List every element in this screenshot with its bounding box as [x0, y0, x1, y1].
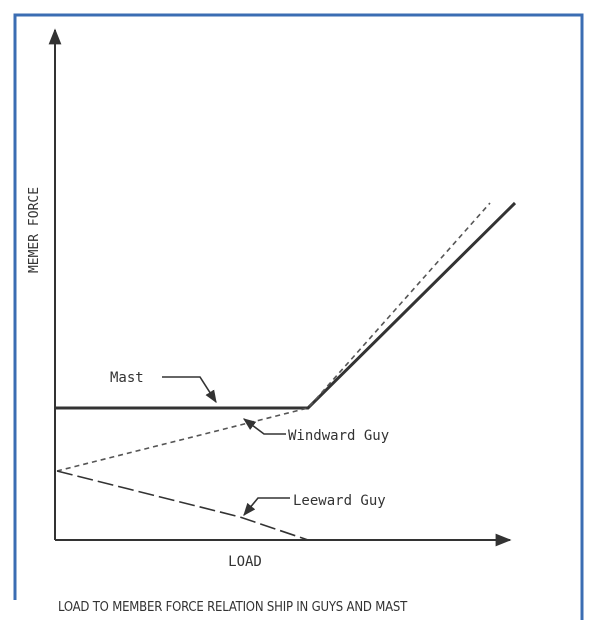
leeward-guy-label: Leeward Guy [293, 493, 386, 509]
mast-leader-arrow [162, 376, 217, 404]
y-axis-label: MEMER FORCE [27, 187, 42, 273]
leeward-guy-curve [56, 470, 309, 541]
windward-guy-label: Windward Guy [288, 428, 389, 444]
windward-guy-leader-arrow [242, 418, 286, 435]
figure-caption: LOAD TO MEMBER FORCE RELATION SHIP IN GU… [58, 600, 408, 615]
mast-label: Mast [110, 370, 144, 386]
windward-guy-curve [56, 202, 491, 472]
mast-curve [55, 201, 517, 410]
x-axis-label: LOAD [228, 554, 262, 570]
frame-border [13, 13, 584, 620]
leeward-guy-leader-arrow [243, 497, 290, 516]
